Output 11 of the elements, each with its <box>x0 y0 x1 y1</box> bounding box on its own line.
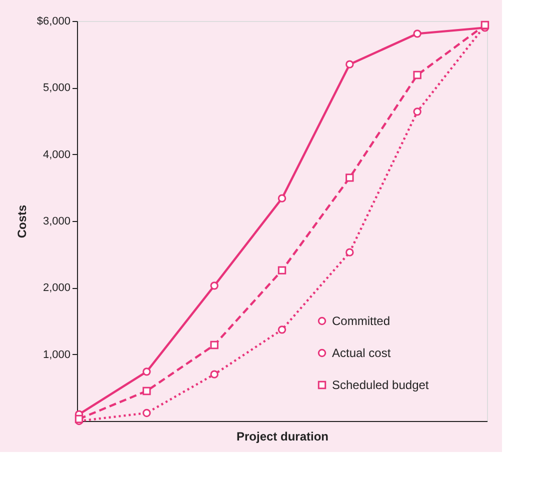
y-tick-label: 2,000 <box>42 282 70 294</box>
legend-label: Committed <box>332 314 390 328</box>
x-axis-title: Project duration <box>236 430 329 444</box>
y-tick-label: 1,000 <box>42 348 70 361</box>
y-tick-label: $6,000 <box>36 16 70 28</box>
y-tick-label: 5,000 <box>42 82 70 94</box>
legend-label: Scheduled budget <box>332 378 430 392</box>
legend-label: Actual cost <box>332 346 392 360</box>
y-tick-label: 3,000 <box>42 216 70 228</box>
y-tick-label: 4,000 <box>42 148 70 161</box>
y-axis-title: Costs <box>14 204 29 238</box>
